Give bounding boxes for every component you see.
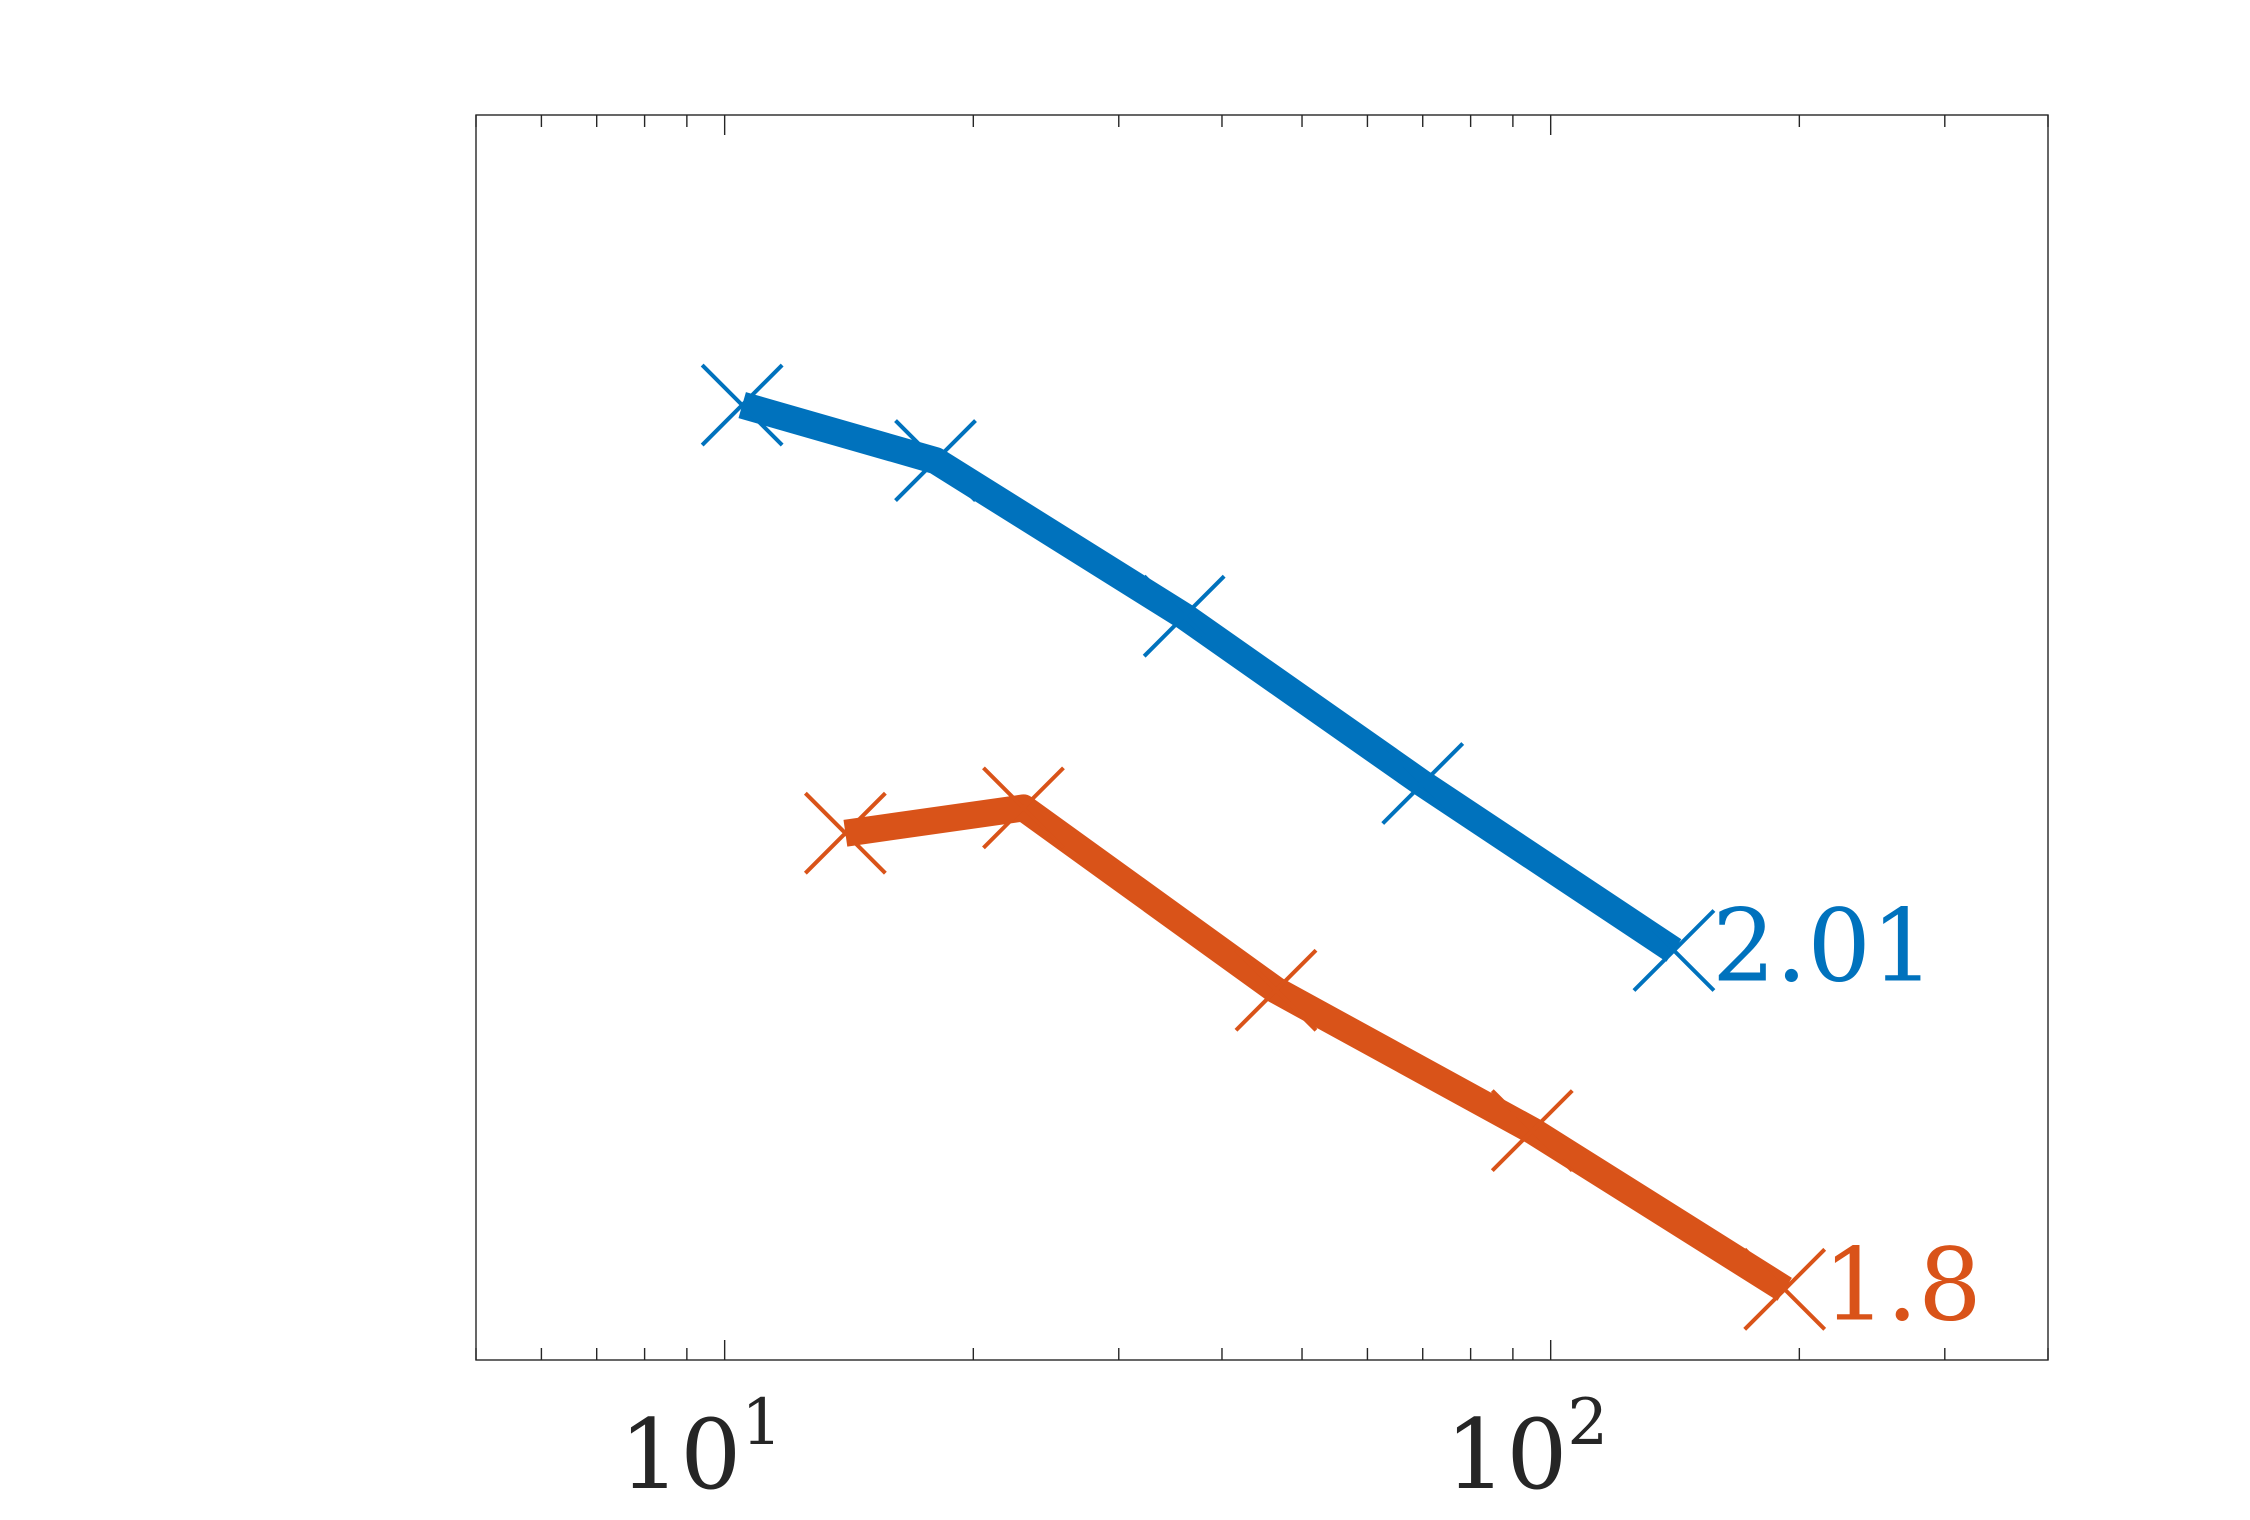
series-1-marker [700, 363, 784, 447]
minor-ticks [475, 115, 2049, 1360]
series-1-marker [1632, 909, 1716, 992]
series-1-marker [1142, 574, 1226, 658]
series-1: 2.01 [700, 363, 1935, 1004]
axes-box [475, 114, 2049, 1361]
series-2-marker [803, 791, 887, 875]
series-1-marker [1381, 742, 1465, 825]
series-2-marker [1743, 1247, 1827, 1331]
x-tick-label: 102 [1445, 1386, 1608, 1511]
series-2-marker [1490, 1089, 1574, 1173]
x-tick-label: 101 [619, 1386, 782, 1511]
series-2-marker [982, 766, 1065, 850]
series-2-end-label: 1.8 [1823, 1226, 1982, 1343]
plot-area [476, 115, 2048, 1360]
x-tick-labels: 101 102 [619, 1386, 1608, 1511]
series-2: 1.8 [803, 766, 1982, 1343]
series-layer: 2.01 1.8 [700, 363, 1982, 1343]
series-1-marker [894, 419, 977, 502]
series-2-marker [1234, 948, 1318, 1032]
series-1-end-label: 2.01 [1712, 887, 1935, 1004]
